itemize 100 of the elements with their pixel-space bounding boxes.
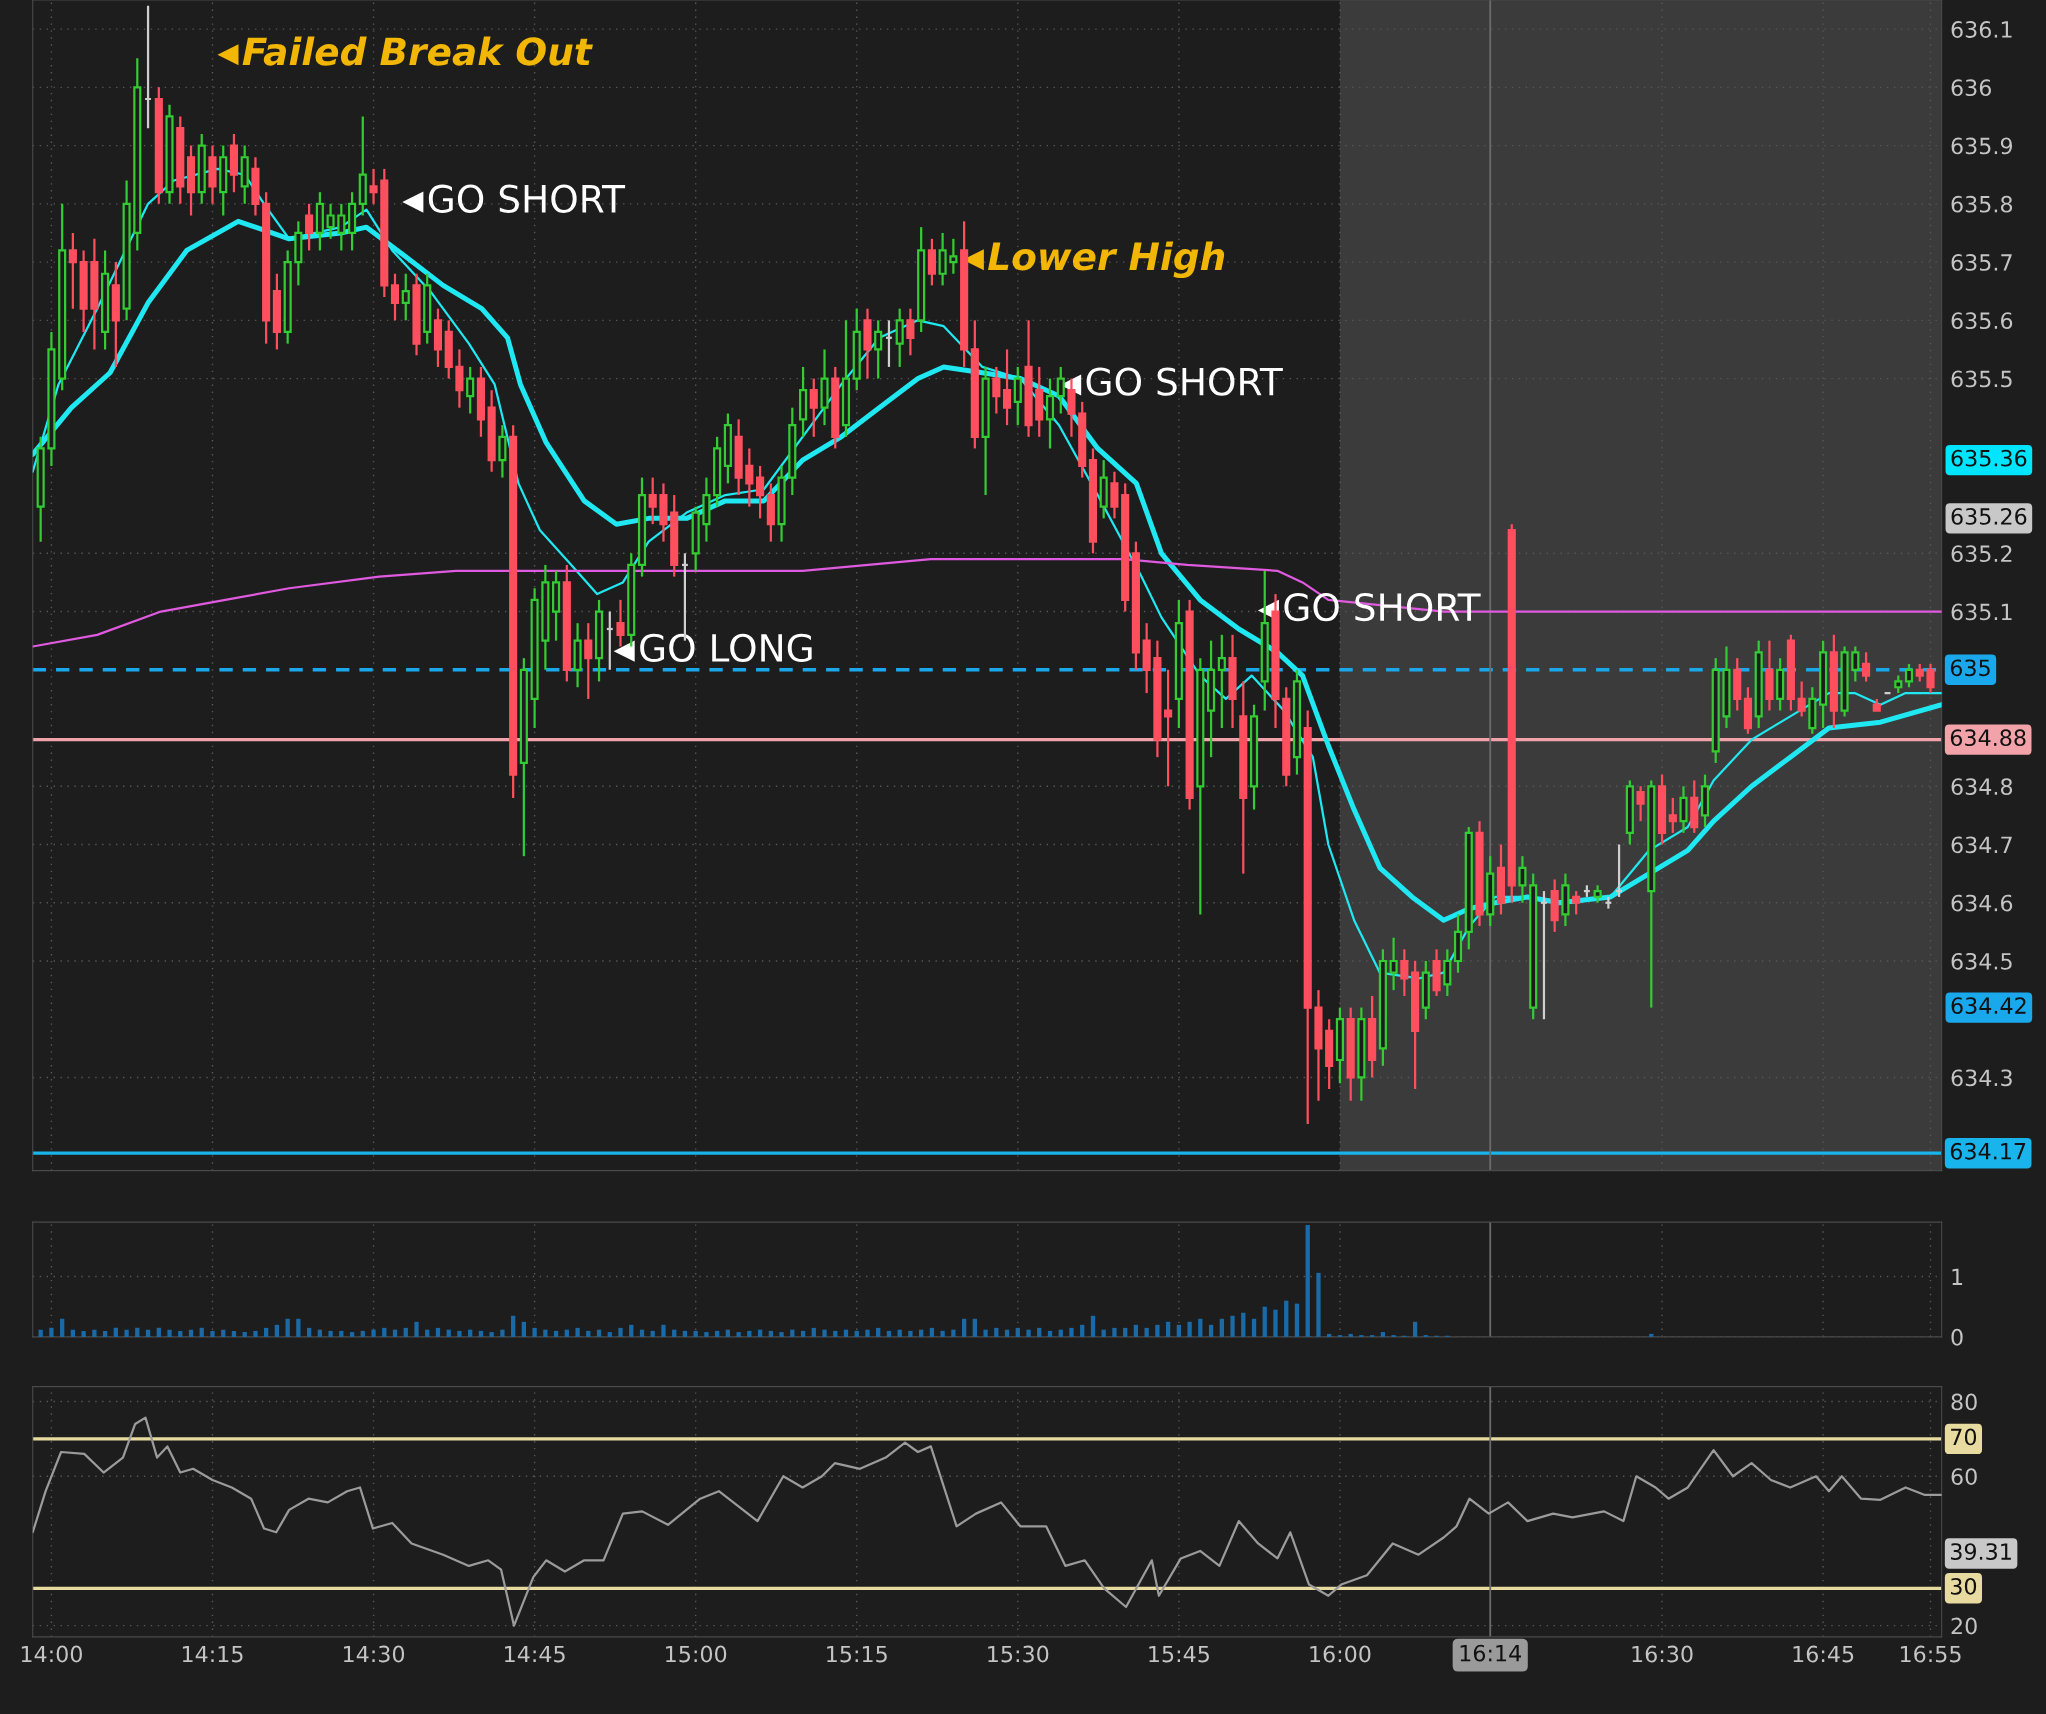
annotation: GO LONG bbox=[640, 633, 812, 663]
bar bbox=[1380, 1332, 1386, 1337]
candlestick bbox=[401, 272, 410, 322]
candlestick bbox=[874, 319, 883, 380]
bar bbox=[940, 1330, 945, 1337]
bar bbox=[629, 1324, 634, 1337]
bar bbox=[382, 1327, 387, 1337]
bar bbox=[1101, 1329, 1106, 1337]
bar bbox=[1080, 1324, 1085, 1337]
bar bbox=[736, 1332, 741, 1337]
ref-line-label: 16:14 bbox=[1460, 1644, 1521, 1662]
bar bbox=[1004, 1329, 1010, 1337]
bar bbox=[1273, 1309, 1278, 1337]
candlestick bbox=[455, 348, 464, 409]
bar bbox=[1176, 1324, 1182, 1337]
bar bbox=[575, 1327, 580, 1337]
x-tick-label: 15:45 bbox=[1149, 1645, 1209, 1663]
candlestick bbox=[1539, 889, 1549, 1021]
bar bbox=[521, 1321, 526, 1337]
bar bbox=[1090, 1315, 1096, 1337]
candlestick bbox=[1862, 651, 1871, 683]
candlestick bbox=[1926, 662, 1935, 695]
bar bbox=[1123, 1327, 1128, 1337]
ref-line-label: 635 bbox=[1950, 659, 1990, 677]
candlestick bbox=[884, 319, 894, 369]
candlestick bbox=[1668, 796, 1677, 834]
candlestick bbox=[1851, 645, 1860, 683]
x-tick-label: 16:30 bbox=[1632, 1645, 1693, 1663]
candlestick bbox=[906, 307, 915, 357]
y-tick-label: 80 bbox=[1951, 1393, 1977, 1411]
bar bbox=[403, 1327, 408, 1337]
bar bbox=[897, 1329, 902, 1337]
bar bbox=[790, 1329, 795, 1337]
candlestick bbox=[305, 202, 314, 252]
bar bbox=[596, 1329, 602, 1337]
candlestick bbox=[584, 622, 593, 701]
x-tick-label: 16:45 bbox=[1793, 1645, 1854, 1663]
bar bbox=[124, 1329, 129, 1337]
bar bbox=[285, 1318, 290, 1337]
ref-line-label: 634.17 bbox=[1950, 1142, 2026, 1160]
ref-line-label: 70 bbox=[1951, 1428, 1977, 1446]
bar bbox=[1208, 1324, 1214, 1337]
bar bbox=[70, 1329, 76, 1337]
bar bbox=[339, 1330, 344, 1337]
x-tick-label: 14:15 bbox=[182, 1645, 243, 1663]
y-tick-label: 634.6 bbox=[1951, 894, 2013, 912]
bar bbox=[800, 1330, 806, 1337]
bar bbox=[478, 1330, 484, 1337]
bar bbox=[446, 1329, 451, 1337]
y-tick-label: 635.5 bbox=[1951, 370, 2012, 388]
candlestick bbox=[326, 202, 335, 240]
x-tick-label: 16:55 bbox=[1900, 1645, 1961, 1663]
y-tick-label: 634.5 bbox=[1951, 952, 2012, 970]
bar bbox=[156, 1327, 161, 1337]
annotation: Lower High bbox=[988, 241, 1225, 279]
candlestick bbox=[756, 464, 765, 520]
y-tick-label: 635.7 bbox=[1951, 254, 2012, 271]
candlestick bbox=[1002, 348, 1012, 427]
x-tick-label: 14:45 bbox=[505, 1645, 565, 1663]
bar bbox=[1112, 1327, 1117, 1337]
bar bbox=[349, 1332, 355, 1337]
candlestick bbox=[745, 447, 754, 508]
candlestick bbox=[390, 272, 400, 322]
y-tick-label: 635.9 bbox=[1951, 137, 2013, 155]
candlestick bbox=[895, 307, 904, 369]
y-tick-label: 635.8 bbox=[1951, 195, 2013, 213]
bar bbox=[1251, 1318, 1257, 1337]
bar bbox=[553, 1330, 559, 1337]
bar bbox=[328, 1330, 333, 1337]
bar bbox=[489, 1332, 494, 1337]
bar bbox=[221, 1329, 226, 1337]
bar bbox=[1348, 1333, 1353, 1337]
candlestick bbox=[143, 4, 153, 130]
bar bbox=[682, 1330, 688, 1337]
bar bbox=[725, 1329, 731, 1337]
bar bbox=[274, 1324, 280, 1337]
bar bbox=[639, 1329, 645, 1337]
bar bbox=[951, 1329, 956, 1337]
x-tick-label: 14:00 bbox=[21, 1645, 82, 1663]
candlestick bbox=[1615, 843, 1624, 899]
y-tick-label: 20 bbox=[1951, 1617, 1977, 1635]
bar bbox=[511, 1315, 516, 1337]
bar bbox=[317, 1329, 323, 1337]
candlestick bbox=[1904, 662, 1914, 689]
y-tick-label: 634.3 bbox=[1951, 1069, 2012, 1087]
bar bbox=[1037, 1327, 1042, 1337]
bar bbox=[1230, 1315, 1235, 1337]
bar bbox=[994, 1327, 999, 1337]
candlestick bbox=[809, 377, 818, 438]
bar bbox=[833, 1330, 838, 1337]
bar bbox=[1015, 1327, 1020, 1337]
ref-line-label: 634.88 bbox=[1950, 729, 2026, 747]
bar bbox=[468, 1329, 473, 1337]
bar bbox=[178, 1330, 183, 1337]
candlestick bbox=[337, 202, 346, 252]
bar bbox=[242, 1332, 247, 1337]
x-tick-label: 15:00 bbox=[666, 1645, 727, 1663]
annotation: 635.36 bbox=[1951, 449, 2027, 467]
candlestick bbox=[68, 231, 77, 310]
candlestick bbox=[1679, 785, 1688, 834]
